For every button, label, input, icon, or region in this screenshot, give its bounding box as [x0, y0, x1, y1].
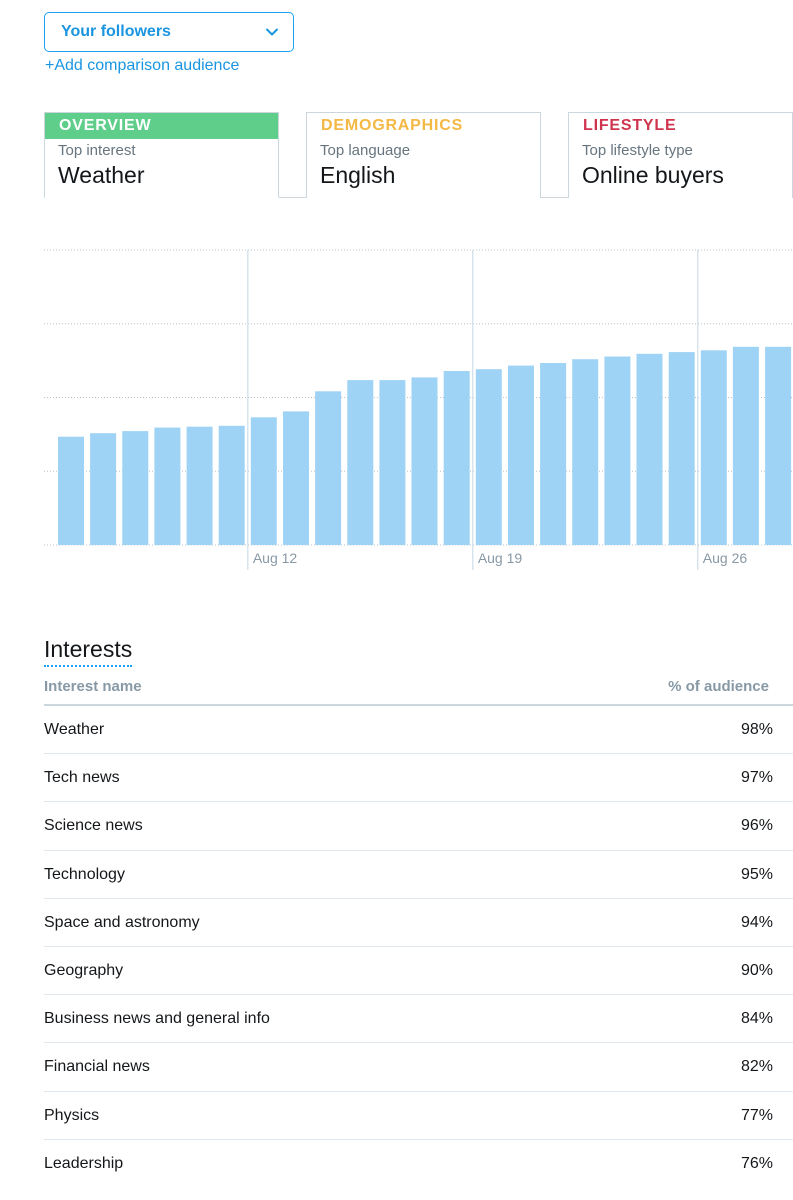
- chart-bar[interactable]: [700, 350, 727, 545]
- tab-overview-subtitle: Top interest: [58, 142, 136, 159]
- table-row[interactable]: Science news 96%: [44, 802, 793, 851]
- chart-bar[interactable]: [154, 427, 181, 545]
- audience-bar-chart: Aug 12 Aug 19 Aug 26: [44, 249, 793, 570]
- chart-bar[interactable]: [283, 411, 309, 545]
- tab-demographics-subtitle: Top language: [320, 142, 411, 159]
- tab-overview-title: OVERVIEW: [45, 113, 278, 139]
- chart-bar[interactable]: [218, 425, 245, 545]
- audience-select-label: Your followers: [61, 23, 171, 40]
- interest-name: Business news and general info: [44, 1010, 270, 1028]
- interest-name: Space and astronomy: [44, 913, 200, 931]
- tab-overview-value: Weather: [58, 162, 145, 188]
- interest-percent: 84%: [740, 1010, 773, 1028]
- chart-bar[interactable]: [58, 436, 84, 545]
- tab-lifestyle-value: Online buyers: [582, 162, 724, 188]
- interest-percent: 96%: [740, 817, 773, 835]
- chart-bar[interactable]: [572, 359, 599, 545]
- interest-name: Financial news: [44, 1058, 150, 1076]
- chart-bar[interactable]: [411, 377, 438, 545]
- tab-lifestyle-title: LIFESTYLE: [583, 117, 677, 134]
- chart-bar[interactable]: [668, 352, 695, 545]
- tab-bar: OVERVIEW Top interest Weather DEMOGRAPHI…: [44, 112, 793, 198]
- chart-bar[interactable]: [186, 426, 213, 545]
- table-row[interactable]: Leadership 76%: [44, 1140, 793, 1188]
- interest-percent: 90%: [740, 961, 773, 979]
- table-row[interactable]: Physics 77%: [44, 1092, 793, 1140]
- tab-demographics-title: DEMOGRAPHICS: [321, 117, 464, 134]
- interest-name: Geography: [44, 961, 124, 979]
- tab-overview[interactable]: OVERVIEW Top interest Weather: [44, 112, 279, 198]
- table-row[interactable]: Weather 98%: [44, 706, 793, 755]
- interest-name: Leadership: [44, 1154, 124, 1172]
- interest-percent: 94%: [740, 913, 773, 931]
- table-row[interactable]: Business news and general info 84%: [44, 995, 793, 1044]
- tab-demographics[interactable]: DEMOGRAPHICS Top language English: [306, 112, 541, 198]
- table-row[interactable]: Tech news 97%: [44, 754, 793, 803]
- interest-percent: 95%: [740, 865, 773, 883]
- chart-x-tick-label: Aug 12: [253, 550, 298, 566]
- interests-table-body: Weather 98% Tech news 97% Science news 96% Tec…: [44, 706, 793, 1188]
- interest-name: Technology: [44, 865, 125, 883]
- tab-lifestyle-subtitle: Top lifestyle type: [582, 142, 693, 159]
- interests-title[interactable]: Interests: [44, 636, 133, 667]
- interest-percent: 98%: [740, 721, 773, 738]
- chart-bar[interactable]: [315, 391, 342, 545]
- chart-bar[interactable]: [90, 433, 117, 545]
- column-header-percent: % of audience: [668, 678, 769, 695]
- interests-table-header: Interest name % of audience: [44, 678, 793, 706]
- chart-bar[interactable]: [732, 346, 759, 545]
- table-row[interactable]: Financial news 82%: [44, 1043, 793, 1092]
- add-comparison-link[interactable]: +Add comparison audience: [45, 57, 240, 74]
- interest-percent: 97%: [740, 769, 773, 787]
- chart-bar[interactable]: [636, 353, 663, 545]
- audience-select[interactable]: Your followers: [44, 12, 294, 52]
- interest-percent: 77%: [740, 1106, 773, 1124]
- column-header-interest-name: Interest name: [44, 678, 142, 695]
- interest-name: Tech news: [44, 769, 120, 787]
- chart-bar[interactable]: [604, 356, 631, 546]
- table-row[interactable]: Space and astronomy 94%: [44, 899, 793, 947]
- chart-bar[interactable]: [540, 363, 567, 545]
- interest-name: Science news: [44, 817, 143, 835]
- chart-bar[interactable]: [347, 380, 374, 545]
- interest-percent: 82%: [740, 1058, 773, 1076]
- chart-bar[interactable]: [765, 346, 792, 545]
- chart-bar[interactable]: [122, 431, 149, 545]
- interest-name: Physics: [44, 1106, 100, 1124]
- chart-bar[interactable]: [508, 365, 534, 545]
- table-row[interactable]: Technology 95%: [44, 851, 793, 899]
- table-row[interactable]: Geography 90%: [44, 947, 793, 996]
- chart-bar[interactable]: [475, 369, 502, 545]
- chart-bar[interactable]: [250, 417, 277, 545]
- chart-bar[interactable]: [443, 371, 470, 545]
- chevron-down-icon: [266, 28, 278, 36]
- chart-x-tick-label: Aug 26: [703, 550, 748, 566]
- interest-name: Weather: [44, 721, 105, 738]
- chart-bar[interactable]: [379, 380, 406, 545]
- tab-lifestyle[interactable]: LIFESTYLE Top lifestyle type Online buye…: [568, 112, 793, 198]
- tab-demographics-value: English: [320, 162, 396, 188]
- interest-percent: 76%: [740, 1154, 773, 1172]
- chart-x-tick-label: Aug 19: [478, 550, 523, 566]
